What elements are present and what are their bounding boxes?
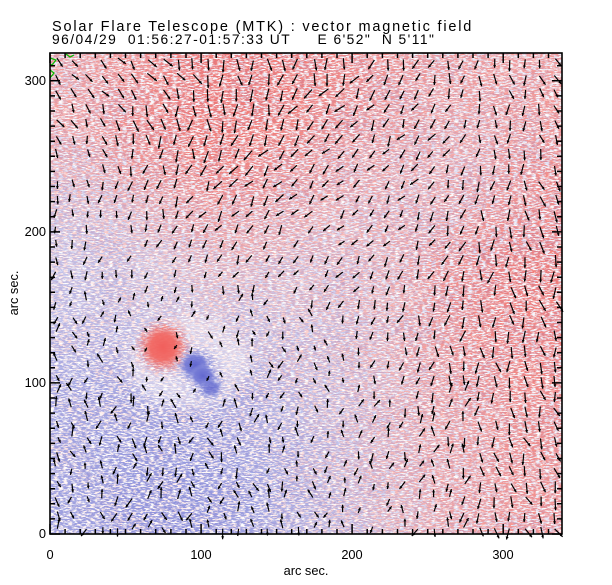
svg-text:300: 300 (25, 73, 46, 88)
svg-text:200: 200 (25, 224, 46, 239)
svg-text:arc sec.: arc sec. (6, 271, 21, 316)
svg-text:100: 100 (25, 375, 46, 390)
svg-text:100: 100 (190, 547, 211, 562)
svg-text:Solar Flare Telescope (MTK) :: Solar Flare Telescope (MTK) : vector mag… (52, 19, 473, 35)
svg-text:arc sec.: arc sec. (284, 563, 329, 578)
svg-text:200: 200 (341, 547, 362, 562)
svg-text:96/04/29 01:56:27-01:57:33 UT: 96/04/29 01:56:27-01:57:33 UT E 6'52" N … (52, 32, 435, 47)
svg-text:0: 0 (46, 547, 53, 562)
svg-text:300: 300 (492, 547, 513, 562)
svg-text:0: 0 (39, 526, 46, 541)
